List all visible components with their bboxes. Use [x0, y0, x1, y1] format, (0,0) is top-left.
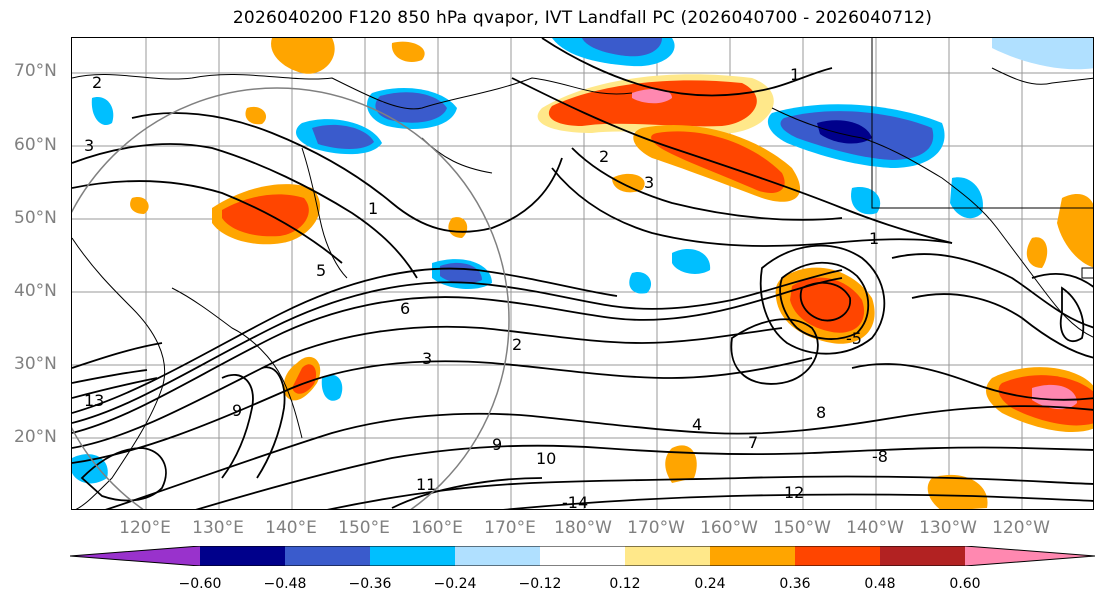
lon-label: 180°W — [554, 518, 612, 538]
lat-label-30n: 30°N — [14, 354, 57, 374]
contour-label: 2 — [92, 73, 102, 92]
colorbar-tick: −0.24 — [433, 576, 477, 592]
landfall-radius-circle — [72, 87, 510, 509]
colorbar-segment — [795, 546, 880, 566]
contour-labels: 1 2 3 1 2 3 5 6 9 10 11 12 13 -14 4 7 8 … — [84, 65, 888, 510]
contour-label: 11 — [416, 475, 436, 494]
map-title: 2026040200 F120 850 hPa qvapor, IVT Land… — [232, 8, 933, 28]
colorbar-tick: 0.60 — [949, 576, 981, 592]
contour-label: -14 — [562, 493, 588, 510]
colorbar-segment — [200, 546, 285, 566]
colorbar — [70, 546, 1095, 566]
colorbar-tick: 0.36 — [779, 576, 811, 592]
contour-label: 5 — [316, 261, 326, 280]
lon-label: 160°W — [700, 518, 758, 538]
lon-label: 130°W — [919, 518, 977, 538]
contour-label: 1 — [869, 229, 879, 248]
lon-label: 140°E — [265, 518, 317, 538]
colorbar-segment — [285, 546, 370, 566]
colorbar-tick: −0.48 — [263, 576, 307, 592]
lon-label: 160°E — [411, 518, 463, 538]
colorbar-tick: 0.24 — [694, 576, 726, 592]
colorbar-segment — [370, 546, 455, 566]
contour-label: 3 — [644, 173, 654, 192]
contour-label: -5 — [846, 329, 862, 348]
lon-label: 120°E — [119, 518, 171, 538]
colorbar-segment — [710, 546, 795, 566]
lat-label-50n: 50°N — [14, 208, 57, 228]
colorbar-tick: −0.60 — [178, 576, 222, 592]
colorbar-segment — [965, 546, 1095, 566]
contour-label: -8 — [872, 447, 888, 466]
colorbar-tick: −0.12 — [518, 576, 562, 592]
lon-label: 150°W — [773, 518, 831, 538]
colorbar-segment — [880, 546, 965, 566]
lat-label-60n: 60°N — [14, 135, 57, 155]
contour-label: 9 — [232, 401, 242, 420]
colorbar-segment — [540, 546, 625, 566]
lon-label: 150°E — [338, 518, 390, 538]
lon-label: 120°W — [992, 518, 1050, 538]
colorbar-tick: 0.48 — [864, 576, 896, 592]
colorbar-segment — [455, 546, 540, 566]
contour-label: 10 — [536, 449, 556, 468]
lat-label-20n: 20°N — [14, 427, 57, 447]
colorbar-tick: 0.12 — [609, 576, 641, 592]
map-panel: 1 2 3 1 2 3 5 6 9 10 11 12 13 -14 4 7 8 … — [71, 37, 1094, 510]
contour-label: 3 — [84, 136, 94, 155]
lon-label: 130°E — [192, 518, 244, 538]
lat-label-70n: 70°N — [14, 61, 57, 81]
contour-label: 12 — [784, 483, 804, 502]
contour-label: 13 — [84, 391, 104, 410]
contour-label: 7 — [748, 433, 758, 452]
contour-label: 1 — [368, 199, 378, 218]
contour-label: 8 — [816, 403, 826, 422]
colorbar-segment — [625, 546, 710, 566]
colorbar-tick: −0.36 — [348, 576, 392, 592]
lon-label: 170°E — [484, 518, 536, 538]
lon-label: 170°W — [627, 518, 685, 538]
contour-label: 4 — [692, 415, 702, 434]
map-svg: 1 2 3 1 2 3 5 6 9 10 11 12 13 -14 4 7 8 … — [72, 38, 1093, 510]
contour-label: 1 — [790, 65, 800, 84]
lon-label: 140°W — [846, 518, 904, 538]
contour-label: 3 — [422, 349, 432, 368]
lat-label-40n: 40°N — [14, 281, 57, 301]
contour-label: 2 — [512, 335, 522, 354]
coastlines — [72, 38, 1093, 509]
positive-anomalies — [130, 38, 1093, 509]
contour-label: 6 — [400, 299, 410, 318]
contour-label: 9 — [492, 435, 502, 454]
colorbar-segment — [70, 546, 200, 566]
contour-label: 2 — [599, 147, 609, 166]
